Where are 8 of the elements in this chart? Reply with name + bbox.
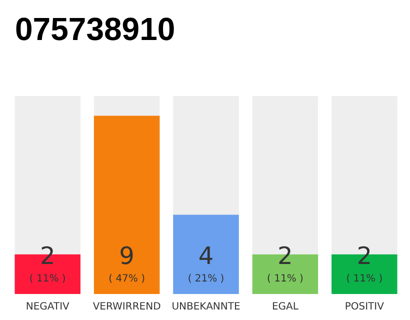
x-tick-label: POSITIV	[344, 302, 384, 312]
x-tick-label: VERWIRREND	[92, 302, 162, 312]
chart-title: 075738910	[15, 11, 176, 47]
x-tick-label: NEGATIV	[26, 302, 70, 312]
x-tick-label: EGAL	[272, 302, 299, 312]
x-tick-label: UNBEKANNTE	[172, 302, 240, 312]
data-label: 9 ( 47% )	[108, 242, 146, 284]
data-label: 4 ( 21% )	[188, 242, 224, 284]
